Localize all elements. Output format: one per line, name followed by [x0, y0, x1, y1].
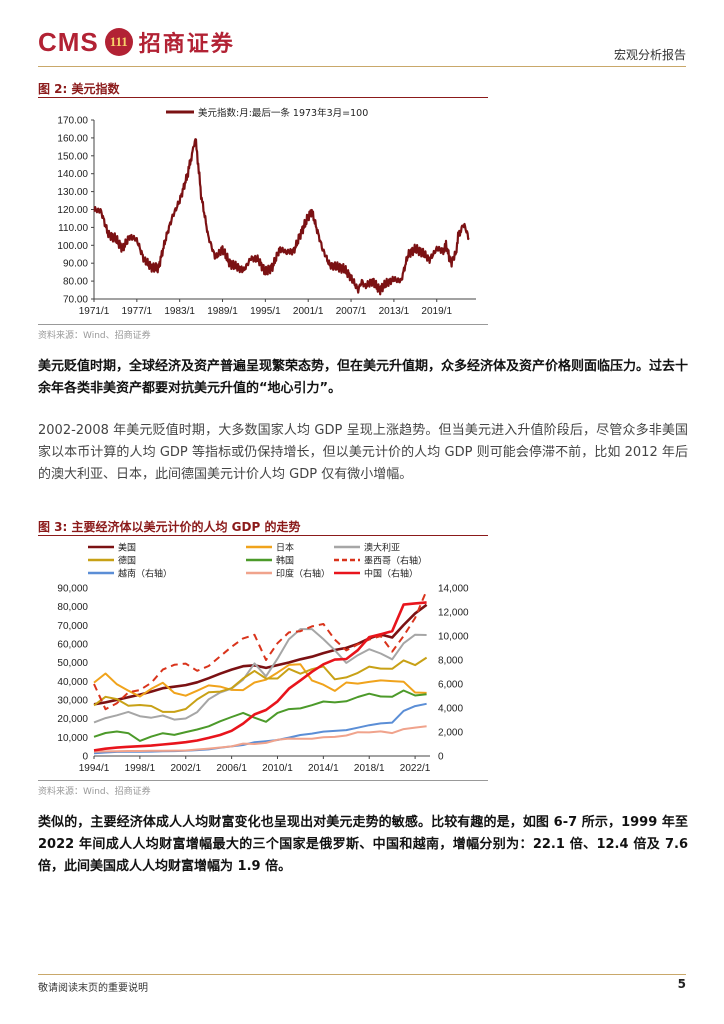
left-y-tick-label: 40,000 [57, 677, 88, 688]
series-line-7 [93, 725, 427, 753]
x-tick-label: 1971/1 [79, 306, 110, 317]
series-line-8 [93, 601, 427, 752]
right-y-tick-label: 12,000 [438, 608, 469, 619]
figure3-title-rule [38, 535, 488, 536]
series-line-3 [93, 656, 428, 713]
y-tick-label: 140.00 [57, 169, 88, 180]
x-tick-label: 2014/1 [308, 763, 339, 774]
y-tick-label: 80.00 [63, 277, 88, 288]
logo-badge-icon: 111 [104, 28, 133, 56]
left-y-tick-label: 30,000 [57, 696, 88, 707]
paragraph-dollar-cycle: 美元贬值时期，全球经济及资产普遍呈现繁荣态势，但在美元升值期，众多经济体及资产价… [38, 359, 689, 396]
x-tick-label: 2013/1 [379, 306, 410, 317]
left-y-tick-label: 70,000 [57, 621, 88, 632]
figure2-source-rule [38, 324, 488, 325]
company-logo: CMS 111 招商证券 [38, 26, 235, 58]
y-tick-label: 70.00 [63, 295, 88, 306]
logo-cms-text: CMS [38, 26, 99, 57]
series-line-usd-index [93, 138, 470, 296]
x-tick-label: 1977/1 [122, 306, 153, 317]
x-tick-label: 2006/1 [216, 763, 247, 774]
legend-label-4: 韩国 [276, 555, 294, 567]
series-line-2 [93, 628, 427, 724]
left-y-tick-label: 0 [82, 752, 88, 763]
series-line-1 [93, 663, 427, 698]
footer-disclaimer: 敬请阅读末页的重要说明 [38, 983, 148, 994]
y-tick-label: 150.00 [57, 151, 88, 162]
x-tick-label: 2022/1 [400, 763, 431, 774]
page-number: 5 [677, 977, 686, 991]
right-y-tick-label: 0 [438, 752, 444, 763]
left-y-tick-label: 50,000 [57, 658, 88, 669]
figure2-title-rule [38, 97, 488, 98]
y-tick-label: 90.00 [63, 259, 88, 270]
legend-label-6: 越南（右轴） [118, 568, 172, 580]
left-y-tick-label: 80,000 [57, 602, 88, 613]
legend-label-1: 日本 [276, 542, 294, 554]
legend-label-3: 德国 [118, 555, 136, 567]
right-y-tick-label: 8,000 [438, 656, 463, 667]
x-tick-label: 1994/1 [79, 763, 110, 774]
left-y-tick-label: 10,000 [57, 733, 88, 744]
x-tick-label: 1989/1 [207, 306, 238, 317]
y-tick-label: 170.00 [57, 116, 88, 127]
left-y-tick-label: 60,000 [57, 640, 88, 651]
y-tick-label: 110.00 [58, 223, 88, 234]
y-tick-label: 160.00 [57, 133, 88, 144]
legend-label-0: 美国 [118, 542, 136, 554]
series-line-0 [93, 603, 428, 706]
right-y-tick-label: 6,000 [438, 680, 463, 691]
x-tick-label: 2002/1 [170, 763, 201, 774]
y-tick-label: 120.00 [57, 205, 88, 216]
x-tick-label: 2018/1 [354, 763, 385, 774]
paragraph-wealth: 类似的，主要经济体成人人均财富变化也呈现出对美元走势的敏感。比较有趣的是，如图 … [38, 815, 688, 874]
series-line-5 [93, 590, 428, 711]
figure3-source: 资料来源：Wind、招商证券 [38, 787, 151, 797]
logo-chinese-name: 招商证券 [138, 32, 235, 57]
x-tick-label: 1998/1 [125, 763, 156, 774]
left-y-tick-label: 20,000 [57, 714, 88, 725]
figure3-title: 图 3: 主要经济体以美元计价的人均 GDP 的走势 [38, 520, 301, 534]
figure2-source: 资料来源：Wind、招商证券 [38, 331, 151, 341]
left-y-tick-label: 90,000 [57, 584, 88, 595]
y-tick-label: 100.00 [57, 241, 88, 252]
paragraph-gdp-trend: 2002-2008 年美元贬值时期，大多数国家人均 GDP 呈现上涨趋势。但当美… [38, 423, 688, 482]
right-y-tick-label: 10,000 [438, 632, 469, 643]
x-tick-label: 1983/1 [164, 306, 195, 317]
x-tick-label: 1995/1 [250, 306, 281, 317]
legend-label-2: 澳大利亚 [364, 542, 400, 554]
right-y-tick-label: 4,000 [438, 704, 463, 715]
header-divider [38, 66, 686, 67]
footer-divider [38, 974, 686, 975]
x-tick-label: 2010/1 [262, 763, 293, 774]
series-line-4 [93, 689, 427, 742]
figure2-title: 图 2: 美元指数 [38, 82, 120, 96]
x-tick-label: 2001/1 [293, 306, 324, 317]
x-tick-label: 2007/1 [336, 306, 367, 317]
x-tick-label: 2019/1 [421, 306, 452, 317]
report-type-label: 宏观分析报告 [613, 48, 686, 62]
dollar-index-chart: 美元指数:月:最后一条 1973年3月=100 70.00 80.00 90.00 10… [57, 107, 476, 317]
legend-label-8: 中国（右轴） [364, 568, 418, 580]
y-tick-label: 130.00 [57, 187, 88, 198]
legend-label-7: 印度（右轴） [276, 568, 330, 580]
legend-label-5: 墨西哥（右轴） [364, 555, 427, 567]
legend-label-usd-index: 美元指数:月:最后一条 1973年3月=100 [198, 107, 368, 119]
right-y-tick-label: 2,000 [438, 728, 463, 739]
right-y-tick-label: 14,000 [438, 584, 469, 595]
figure3-source-rule [38, 780, 488, 781]
